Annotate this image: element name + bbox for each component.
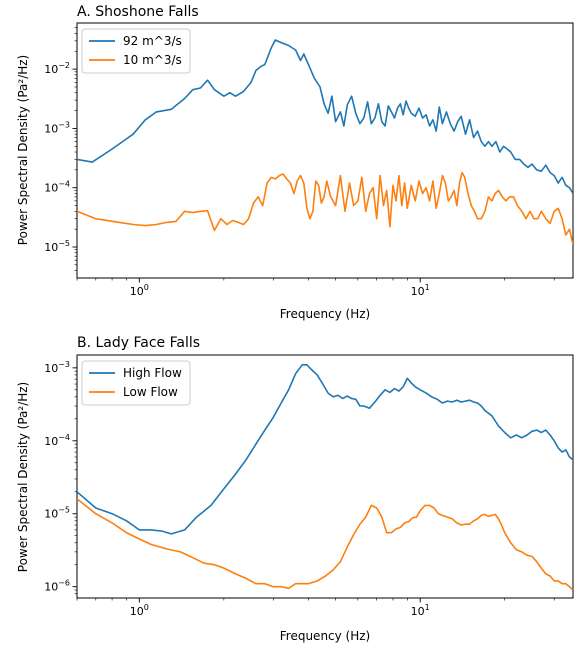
y-tick-label-exponent: −3 [58, 360, 70, 369]
panel-a-x-axis-title: Frequency (Hz) [280, 307, 371, 321]
y-tick-label: 10−4 [44, 433, 70, 448]
x-tick-label-base: 10 [130, 605, 144, 618]
y-tick-label-base: 10 [44, 435, 58, 448]
panel-a-title: A. Shoshone Falls [77, 4, 199, 20]
y-tick-label-exponent: −5 [58, 239, 70, 248]
y-tick-label: 10−4 [44, 180, 70, 195]
x-tick-label-exponent: 0 [144, 283, 149, 292]
y-tick-label-base: 10 [44, 63, 58, 76]
series-line-1 [77, 39, 573, 194]
panel-a-legend-label-1: 92 m^3/s [123, 34, 182, 48]
y-tick-label-base: 10 [44, 122, 58, 135]
y-tick-label: 10−2 [44, 61, 70, 76]
panel-a-y-axis-title: Power Spectral Density (Pa²/Hz) [16, 55, 30, 245]
y-tick-label-exponent: −4 [58, 433, 70, 442]
y-tick-label: 10−5 [44, 239, 70, 254]
panel-b-legend: High Flow Low Flow [81, 360, 191, 406]
y-tick-label: 10−3 [44, 360, 70, 375]
panel-b-legend-box [81, 360, 191, 406]
panel-a-legend: 92 m^3/s 10 m^3/s [81, 28, 191, 74]
panel-b-x-axis-title: Frequency (Hz) [280, 629, 371, 643]
y-tick-label: 10−5 [44, 506, 70, 521]
series-line-2 [77, 498, 573, 591]
x-tick-label-exponent: 0 [144, 603, 149, 612]
y-tick-label-exponent: −5 [58, 506, 70, 515]
x-tick-label: 101 [411, 283, 430, 298]
y-tick-label-base: 10 [44, 581, 58, 594]
y-tick-label-exponent: −4 [58, 180, 70, 189]
x-tick-label-base: 10 [411, 605, 425, 618]
panel-b-y-ticks: 10−610−510−410−3 [44, 360, 77, 595]
x-tick-label-base: 10 [411, 285, 425, 298]
series-line-2 [77, 171, 573, 245]
panel-b-y-axis-title: Power Spectral Density (Pa²/Hz) [16, 382, 30, 572]
panel-a-y-ticks: 10−510−410−310−2 [44, 27, 77, 271]
panel-b-plot-frame [76, 354, 574, 599]
y-tick-label-base: 10 [44, 362, 58, 375]
panel-a-plot-frame [76, 22, 574, 279]
x-tick-label-base: 10 [130, 285, 144, 298]
x-tick-label-exponent: 1 [425, 283, 430, 292]
y-tick-label: 10−6 [44, 579, 70, 594]
panel-b-legend-label-2: Low Flow [123, 385, 178, 399]
y-tick-label-base: 10 [44, 241, 58, 254]
x-tick-label: 100 [130, 603, 149, 618]
panel-b-title: B. Lady Face Falls [77, 335, 200, 351]
y-tick-label-exponent: −3 [58, 120, 70, 129]
y-tick-label-exponent: −6 [58, 579, 70, 588]
panel-b-series [77, 363, 573, 591]
y-tick-label-base: 10 [44, 508, 58, 521]
x-tick-label: 101 [411, 603, 430, 618]
panel-a-series [77, 39, 573, 245]
x-tick-label-exponent: 1 [425, 603, 430, 612]
panel-a-x-ticks: 100 101 [76, 278, 555, 298]
y-tick-label-exponent: −2 [58, 61, 70, 70]
panel-a: A. Shoshone Falls 100 101 10−510−410−310−… [16, 4, 574, 321]
x-tick-label: 100 [130, 283, 149, 298]
panel-b-legend-label-1: High Flow [123, 366, 182, 380]
panel-a-legend-box [81, 28, 191, 74]
panel-b: B. Lady Face Falls 100 101 10−610−510−410… [16, 335, 574, 643]
panel-b-x-ticks: 100 101 [76, 598, 555, 618]
series-line-1 [77, 363, 573, 535]
y-tick-label: 10−3 [44, 120, 70, 135]
y-tick-label-base: 10 [44, 182, 58, 195]
panel-a-legend-label-2: 10 m^3/s [123, 53, 182, 67]
